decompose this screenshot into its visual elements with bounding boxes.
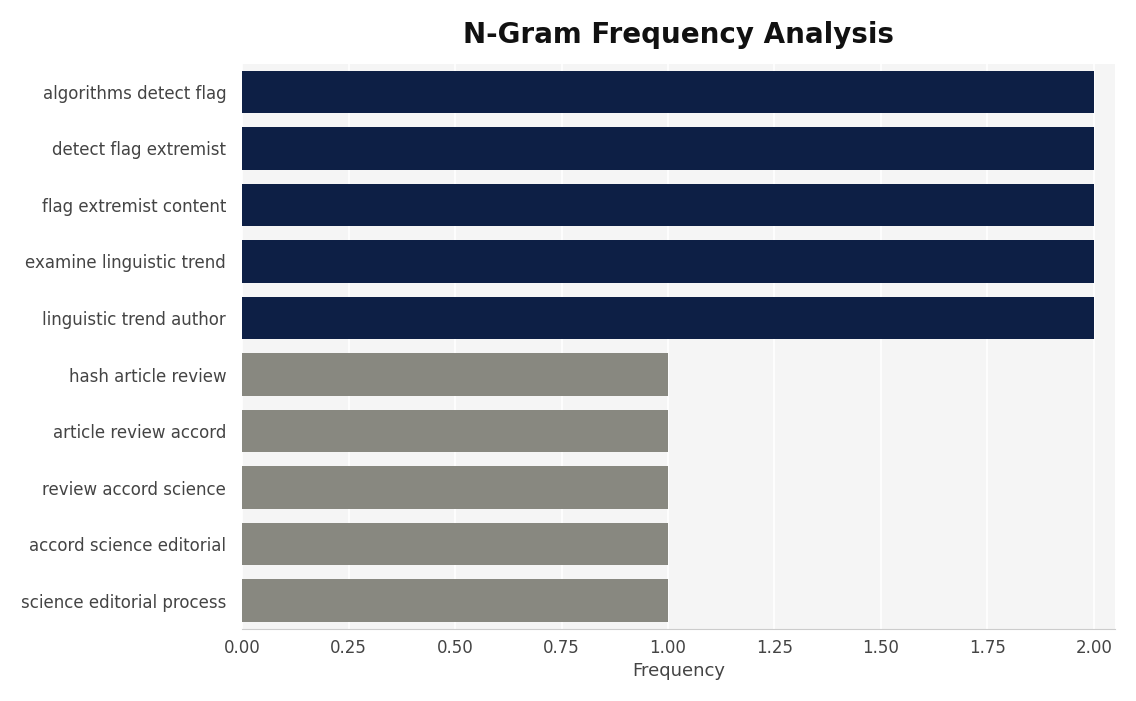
Bar: [242, 184, 1094, 226]
Bar: [242, 128, 1094, 170]
Bar: [242, 297, 1094, 339]
Bar: [242, 71, 1094, 113]
Bar: [242, 410, 668, 452]
Bar: [242, 240, 1094, 283]
Bar: [242, 580, 668, 622]
Title: N-Gram Frequency Analysis: N-Gram Frequency Analysis: [463, 21, 894, 49]
Bar: [242, 353, 668, 396]
Bar: [242, 466, 668, 509]
X-axis label: Frequency: Frequency: [632, 662, 725, 680]
Bar: [242, 523, 668, 565]
